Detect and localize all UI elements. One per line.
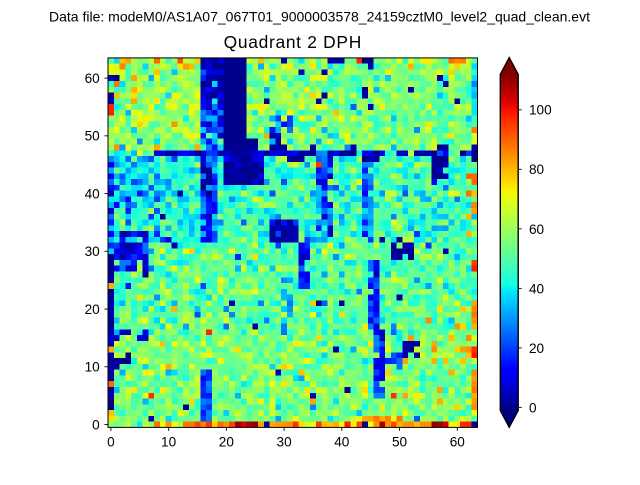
- svg-text:100: 100: [529, 103, 552, 118]
- svg-text:0: 0: [529, 400, 537, 415]
- svg-text:10: 10: [85, 360, 101, 375]
- svg-text:40: 40: [85, 186, 101, 201]
- svg-text:Quadrant 2 DPH: Quadrant 2 DPH: [224, 32, 362, 52]
- svg-text:20: 20: [219, 435, 235, 450]
- svg-text:50: 50: [85, 129, 101, 144]
- svg-text:80: 80: [529, 162, 545, 177]
- svg-text:10: 10: [161, 435, 177, 450]
- svg-text:60: 60: [450, 435, 466, 450]
- svg-text:40: 40: [529, 281, 545, 296]
- svg-text:50: 50: [392, 435, 408, 450]
- svg-text:Data file: modeM0/AS1A07_067T0: Data file: modeM0/AS1A07_067T01_90000035…: [49, 8, 590, 24]
- svg-text:0: 0: [107, 435, 115, 450]
- svg-text:30: 30: [277, 435, 293, 450]
- svg-text:60: 60: [529, 222, 545, 237]
- svg-text:40: 40: [334, 435, 350, 450]
- svg-text:20: 20: [85, 302, 101, 317]
- svg-text:30: 30: [85, 244, 101, 259]
- svg-text:20: 20: [529, 341, 545, 356]
- svg-text:0: 0: [92, 417, 100, 432]
- svg-text:60: 60: [85, 71, 101, 86]
